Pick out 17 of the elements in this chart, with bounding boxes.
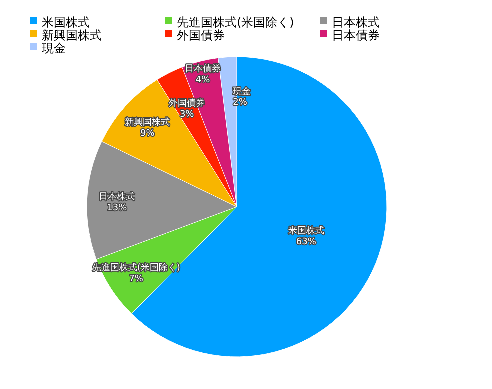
legend-label: 先進国株式(米国除く) (177, 15, 294, 30)
slice-label: 米国株式 (288, 226, 324, 237)
legend-label: 日本債券 (332, 28, 380, 42)
legend-label: 現金 (42, 41, 66, 56)
slice-label: 日本株式 (99, 192, 136, 203)
data-label: 4% (196, 75, 211, 86)
data-label: 9% (140, 128, 156, 139)
legend-label: 日本株式 (332, 15, 380, 30)
slice-label: 先進国株式(米国除く) (92, 262, 180, 274)
data-label: 13% (107, 203, 128, 214)
legend-label: 新興国株式 (42, 28, 102, 42)
legend-label: 米国株式 (42, 15, 90, 30)
slice-label: 新興国株式 (125, 117, 170, 128)
data-label: 3% (180, 110, 195, 120)
data-label: 7% (129, 274, 144, 284)
legend-label: 外国債券 (177, 28, 225, 42)
data-label: 63% (296, 237, 317, 248)
